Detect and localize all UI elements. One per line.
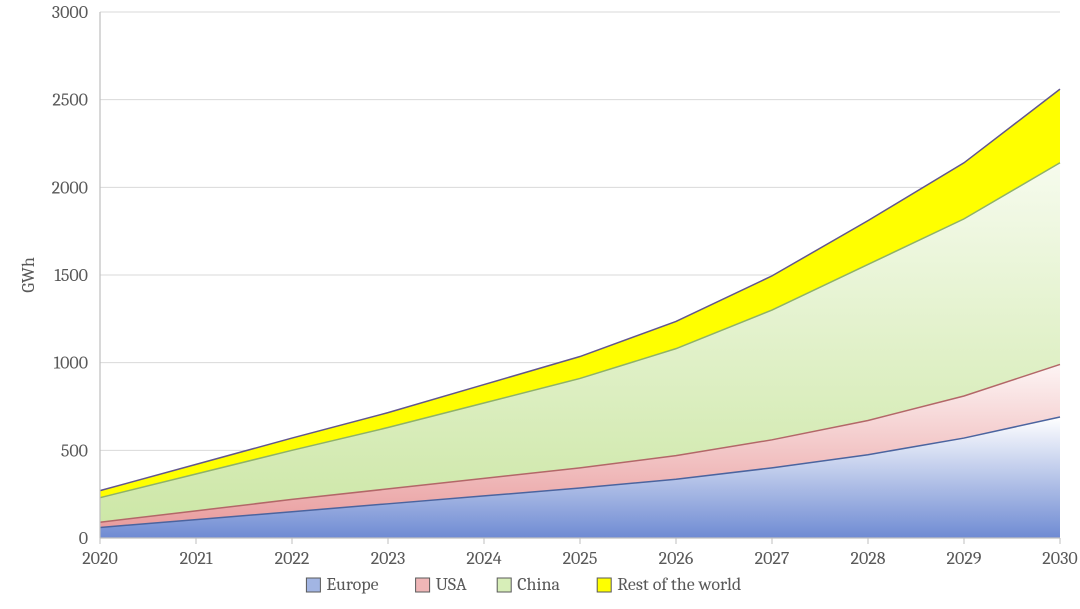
legend-swatch-europe [306,578,320,592]
y-tick-label: 1000 [54,353,88,374]
legend-swatch-usa [416,578,430,592]
x-tick-label: 2023 [371,548,406,569]
x-tick-label: 2029 [947,548,982,569]
chart-svg: 0 500 1000 1500 2000 2500 3000 2020 2021 2022 2023… [0,0,1080,609]
legend-label-row: Rest of the world [617,574,741,595]
x-tick-label: 2026 [659,548,694,569]
legend-label-europe: Europe [326,574,378,595]
x-tick-label: 2030 [1042,548,1077,569]
y-tick-label: 1500 [54,265,88,286]
x-tick-label: 2020 [82,548,118,569]
x-tick-label: 2021 [180,548,213,569]
legend-label-china: China [517,574,560,595]
legend-swatch-china [497,578,511,592]
x-tick-label: 2027 [755,548,790,569]
x-tick-label: 2028 [850,548,885,569]
legend-swatch-row [597,578,611,592]
y-tick-label: 500 [61,440,88,461]
legend-label-usa: USA [436,574,467,595]
y-tick-label: 2500 [52,90,88,111]
y-axis-label: GWh [18,257,39,293]
y-tick-label: 2000 [52,177,88,198]
x-tick-label: 2025 [563,548,598,569]
stacked-area-chart: 0 500 1000 1500 2000 2500 3000 2020 2021 2022 2023… [0,0,1080,609]
x-tick-label: 2024 [466,548,501,569]
y-tick-label: 3000 [52,2,88,23]
x-tick-label: 2022 [275,548,310,569]
y-tick-label: 0 [79,528,88,549]
